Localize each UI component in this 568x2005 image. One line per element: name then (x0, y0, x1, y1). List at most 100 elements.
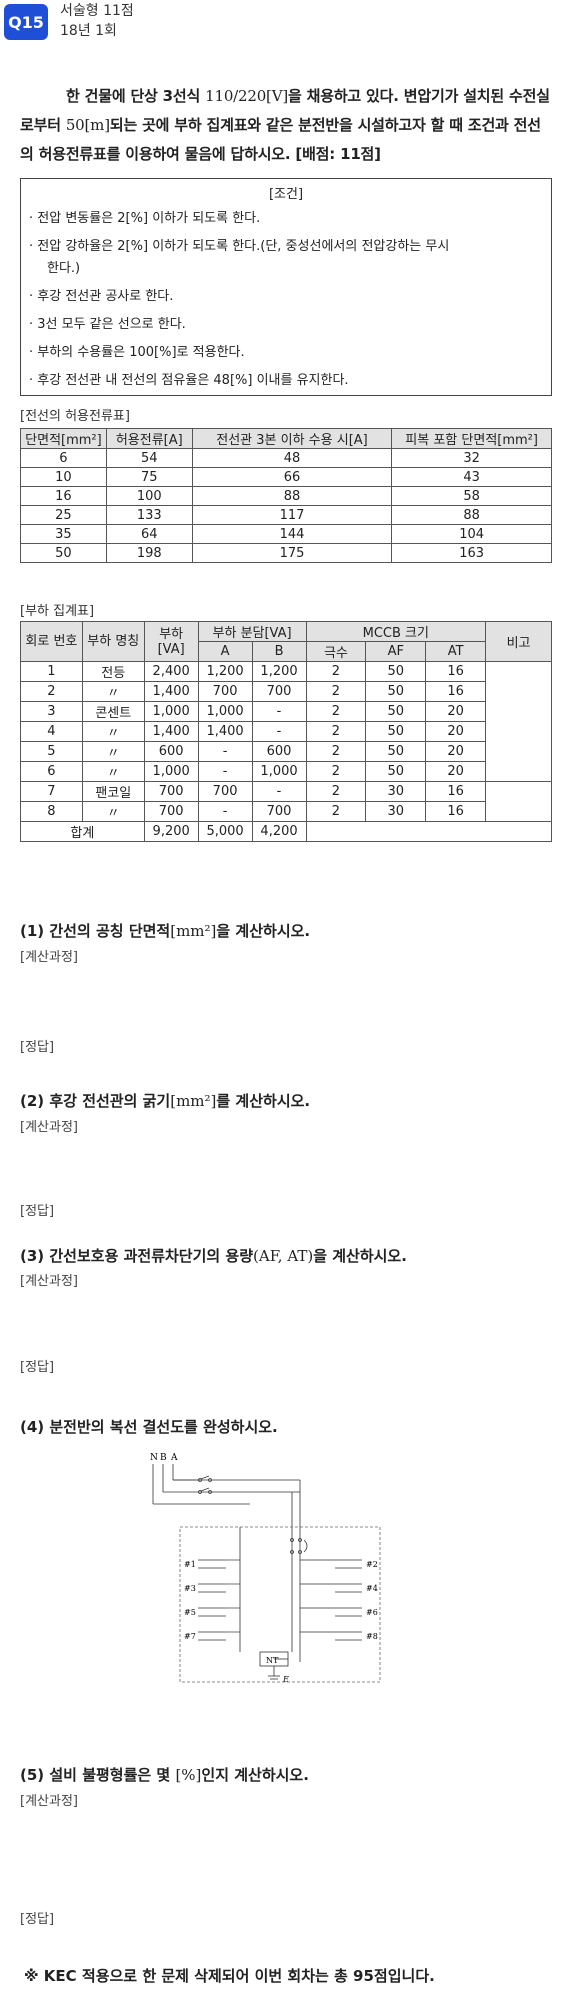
table-cell: 133 (105, 505, 193, 525)
phase-label-b: B (160, 1453, 167, 1463)
neutral-terminal-label: NT (266, 1656, 279, 1665)
calc-label: [계산과정] (20, 1274, 78, 1289)
table-cell: 35 (20, 524, 107, 544)
table-cell: 전등 (81, 661, 145, 682)
table-cell: 104 (391, 524, 552, 544)
ampacity-row: 6 54 48 32 (20, 448, 552, 468)
question-text: (1) 간선의 공칭 단면적 (20, 922, 171, 940)
table-cell: 1,400 (197, 721, 253, 742)
question-text: (4) 분전반의 복선 결선도를 완성하시오. (20, 1418, 278, 1436)
table-cell: 2 (305, 661, 367, 682)
table-cell: 20 (425, 761, 487, 782)
exam-round: 18년 1회 (60, 23, 117, 39)
table-cell: 7 (20, 781, 83, 802)
stem-text: 을 채용하고 있다. 변압기가 설치된 수전실로부터 (20, 87, 550, 134)
table-cell: 66 (191, 467, 393, 487)
ground-symbol (268, 1658, 288, 1680)
table-cell: 117 (191, 505, 393, 525)
table-cell: 1,400 (143, 681, 199, 702)
table-cell: 2 (305, 681, 367, 702)
circuit-label: #3 (184, 1584, 196, 1593)
load-row: 4 〃 1,400 1,400-2 50 20 (20, 721, 552, 742)
load-subheader-row: A B 극수 AF AT (21, 641, 552, 662)
load-total-row: 합계 9,200 5,000 4,200 (20, 821, 552, 842)
table-cell: 16 (20, 486, 107, 506)
question-unit: [%] (175, 1766, 202, 1784)
table-cell: 1 (20, 661, 83, 682)
col-header: 허용전류[A] (105, 428, 193, 449)
ampacity-table-label: [전선의 허용전류표] (20, 409, 130, 424)
table-cell: 10 (20, 467, 107, 487)
col-header: AF (365, 641, 427, 662)
stem-text: 한 건물에 단상 3선식 (66, 87, 206, 105)
table-cell: 2 (305, 701, 367, 722)
table-cell: 30 (365, 801, 427, 822)
table-cell: 600 (251, 741, 307, 762)
table-cell: 163 (391, 543, 552, 563)
table-cell: 700 (197, 781, 253, 802)
footer-note: ※ KEC 적용으로 한 문제 삭제되어 이번 회차는 총 95점입니다. (24, 1967, 435, 1985)
table-cell: 16 (425, 781, 487, 802)
question-text: (3) 간선보호용 과전류차단기의 용량 (20, 1247, 254, 1265)
load-summary-table: 회로 번호 부하 명칭 부하 [VA] 부하 분담[VA] MCCB 크기 비고… (20, 621, 552, 842)
ampacity-row: 25 133 117 88 (20, 505, 552, 525)
table-cell: 5 (20, 741, 83, 762)
table-cell: 75 (105, 467, 193, 487)
question-text: 를 계산하시오. (216, 1092, 311, 1110)
table-cell: 32 (391, 448, 552, 468)
col-header: 극수 (305, 641, 367, 662)
question-3: (3) 간선보호용 과전류차단기의 용량(AF, AT)을 계산하시오. (20, 1245, 407, 1266)
calc-label: [계산과정] (20, 1120, 78, 1135)
table-cell: 700 (251, 681, 307, 702)
table-cell: 1,000 (197, 701, 253, 722)
table-cell: 6 (20, 448, 107, 468)
condition-item: · 후강 전선관 공사로 한다. (29, 289, 174, 304)
table-cell: - (251, 721, 307, 742)
load-row: 2 〃 1,400 700 700 2 50 16 (20, 681, 552, 702)
answer-label: [정답] (20, 1912, 55, 1927)
answer-label: [정답] (20, 1360, 55, 1375)
conditions-title: [조건] (268, 187, 304, 202)
condition-text-cont: 한다.) (47, 261, 81, 276)
condition-item: · 부하의 수용률은 100[%]로 적용한다. (29, 345, 245, 360)
table-cell: 30 (365, 781, 427, 802)
col-header: 부하 분담[VA] (197, 621, 307, 642)
table-cell: 9,200 (143, 821, 199, 842)
table-cell: 〃 (81, 801, 145, 822)
circuit-label: #1 (184, 1560, 196, 1569)
table-cell: 1,200 (251, 661, 307, 682)
load-table-label: [부하 집계표] (20, 604, 95, 619)
table-cell: 2 (305, 781, 367, 802)
table-cell: 50 (365, 741, 427, 762)
load-header-row: 회로 번호 부하 명칭 부하 [VA] 부하 분담[VA] MCCB 크기 비고 (20, 621, 552, 662)
col-header: 회로 번호 (20, 621, 83, 662)
question-stem: 한 건물에 단상 3선식 110/220[V]을 채용하고 있다. 변압기가 설… (20, 82, 554, 169)
table-cell: 50 (20, 543, 107, 563)
stem-text: 되는 곳에 부하 집계표와 같은 분전반을 시설하고자 할 때 조건과 전선의 … (20, 116, 541, 163)
table-cell: 2 (305, 741, 367, 762)
question-1: (1) 간선의 공칭 단면적[mm²]을 계산하시오. (20, 920, 310, 941)
ampacity-row: 16 100 88 58 (20, 486, 552, 506)
table-cell: 43 (391, 467, 552, 487)
col-header: 단면적[mm²] (20, 428, 107, 449)
question-text: 을 계산하시오. (216, 922, 311, 940)
table-cell: 54 (105, 448, 193, 468)
table-cell: 3 (20, 701, 83, 722)
ground-label: E (282, 1675, 289, 1684)
table-cell: 144 (191, 524, 393, 544)
table-cell: 50 (365, 761, 427, 782)
table-cell: 2,400 (143, 661, 199, 682)
condition-item: · 전압 강하율은 2[%] 이하가 되도록 한다.(단, 중성선에서의 전압강… (21, 233, 551, 283)
question-text: 을 계산하시오. (313, 1247, 407, 1265)
table-cell: 198 (105, 543, 193, 563)
table-cell: 20 (425, 721, 487, 742)
table-cell: 50 (365, 681, 427, 702)
question-unit: [mm²] (170, 922, 217, 940)
stem-distance: 50[m] (65, 116, 110, 134)
table-cell: 6 (20, 761, 83, 782)
table-cell: 16 (425, 661, 487, 682)
col-header: 피복 포함 단면적[mm²] (391, 428, 552, 449)
table-cell: 25 (20, 505, 107, 525)
table-cell: - (197, 801, 253, 822)
calc-label: [계산과정] (20, 950, 78, 965)
